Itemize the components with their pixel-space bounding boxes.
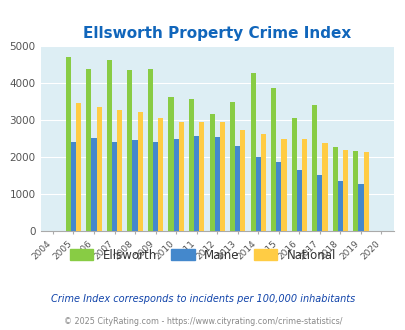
Bar — [291, 118, 296, 231]
Bar — [127, 70, 132, 231]
Text: © 2025 CityRating.com - https://www.cityrating.com/crime-statistics/: © 2025 CityRating.com - https://www.city… — [64, 317, 341, 326]
Bar — [153, 142, 158, 231]
Bar — [230, 102, 234, 231]
Bar — [332, 147, 337, 231]
Bar — [322, 143, 327, 231]
Bar — [158, 118, 163, 231]
Bar — [342, 150, 347, 231]
Bar — [168, 97, 173, 231]
Bar — [219, 122, 224, 231]
Bar — [317, 175, 322, 231]
Bar — [178, 121, 183, 231]
Bar — [301, 139, 306, 231]
Bar — [199, 122, 204, 231]
Bar — [260, 134, 265, 231]
Bar — [281, 139, 286, 231]
Bar — [132, 140, 137, 231]
Bar — [337, 181, 342, 231]
Bar — [86, 69, 91, 231]
Bar — [112, 142, 117, 231]
Bar — [311, 105, 317, 231]
Bar — [352, 151, 358, 231]
Bar — [209, 114, 214, 231]
Bar — [250, 73, 255, 231]
Bar — [240, 130, 245, 231]
Bar — [66, 56, 71, 231]
Bar — [234, 147, 240, 231]
Bar — [271, 87, 275, 231]
Title: Ellsworth Property Crime Index: Ellsworth Property Crime Index — [83, 26, 350, 41]
Bar — [362, 152, 368, 231]
Bar — [147, 69, 153, 231]
Bar — [91, 138, 96, 231]
Text: Crime Index corresponds to incidents per 100,000 inhabitants: Crime Index corresponds to incidents per… — [51, 294, 354, 304]
Bar — [76, 104, 81, 231]
Bar — [137, 112, 143, 231]
Bar — [275, 162, 281, 231]
Bar — [296, 170, 301, 231]
Bar — [96, 107, 101, 231]
Bar — [358, 184, 362, 231]
Bar — [107, 60, 112, 231]
Legend: Ellsworth, Maine, National: Ellsworth, Maine, National — [65, 244, 340, 266]
Bar — [173, 139, 178, 231]
Bar — [255, 157, 260, 231]
Bar — [117, 110, 122, 231]
Bar — [188, 99, 194, 231]
Bar — [214, 138, 219, 231]
Bar — [194, 136, 199, 231]
Bar — [71, 142, 76, 231]
